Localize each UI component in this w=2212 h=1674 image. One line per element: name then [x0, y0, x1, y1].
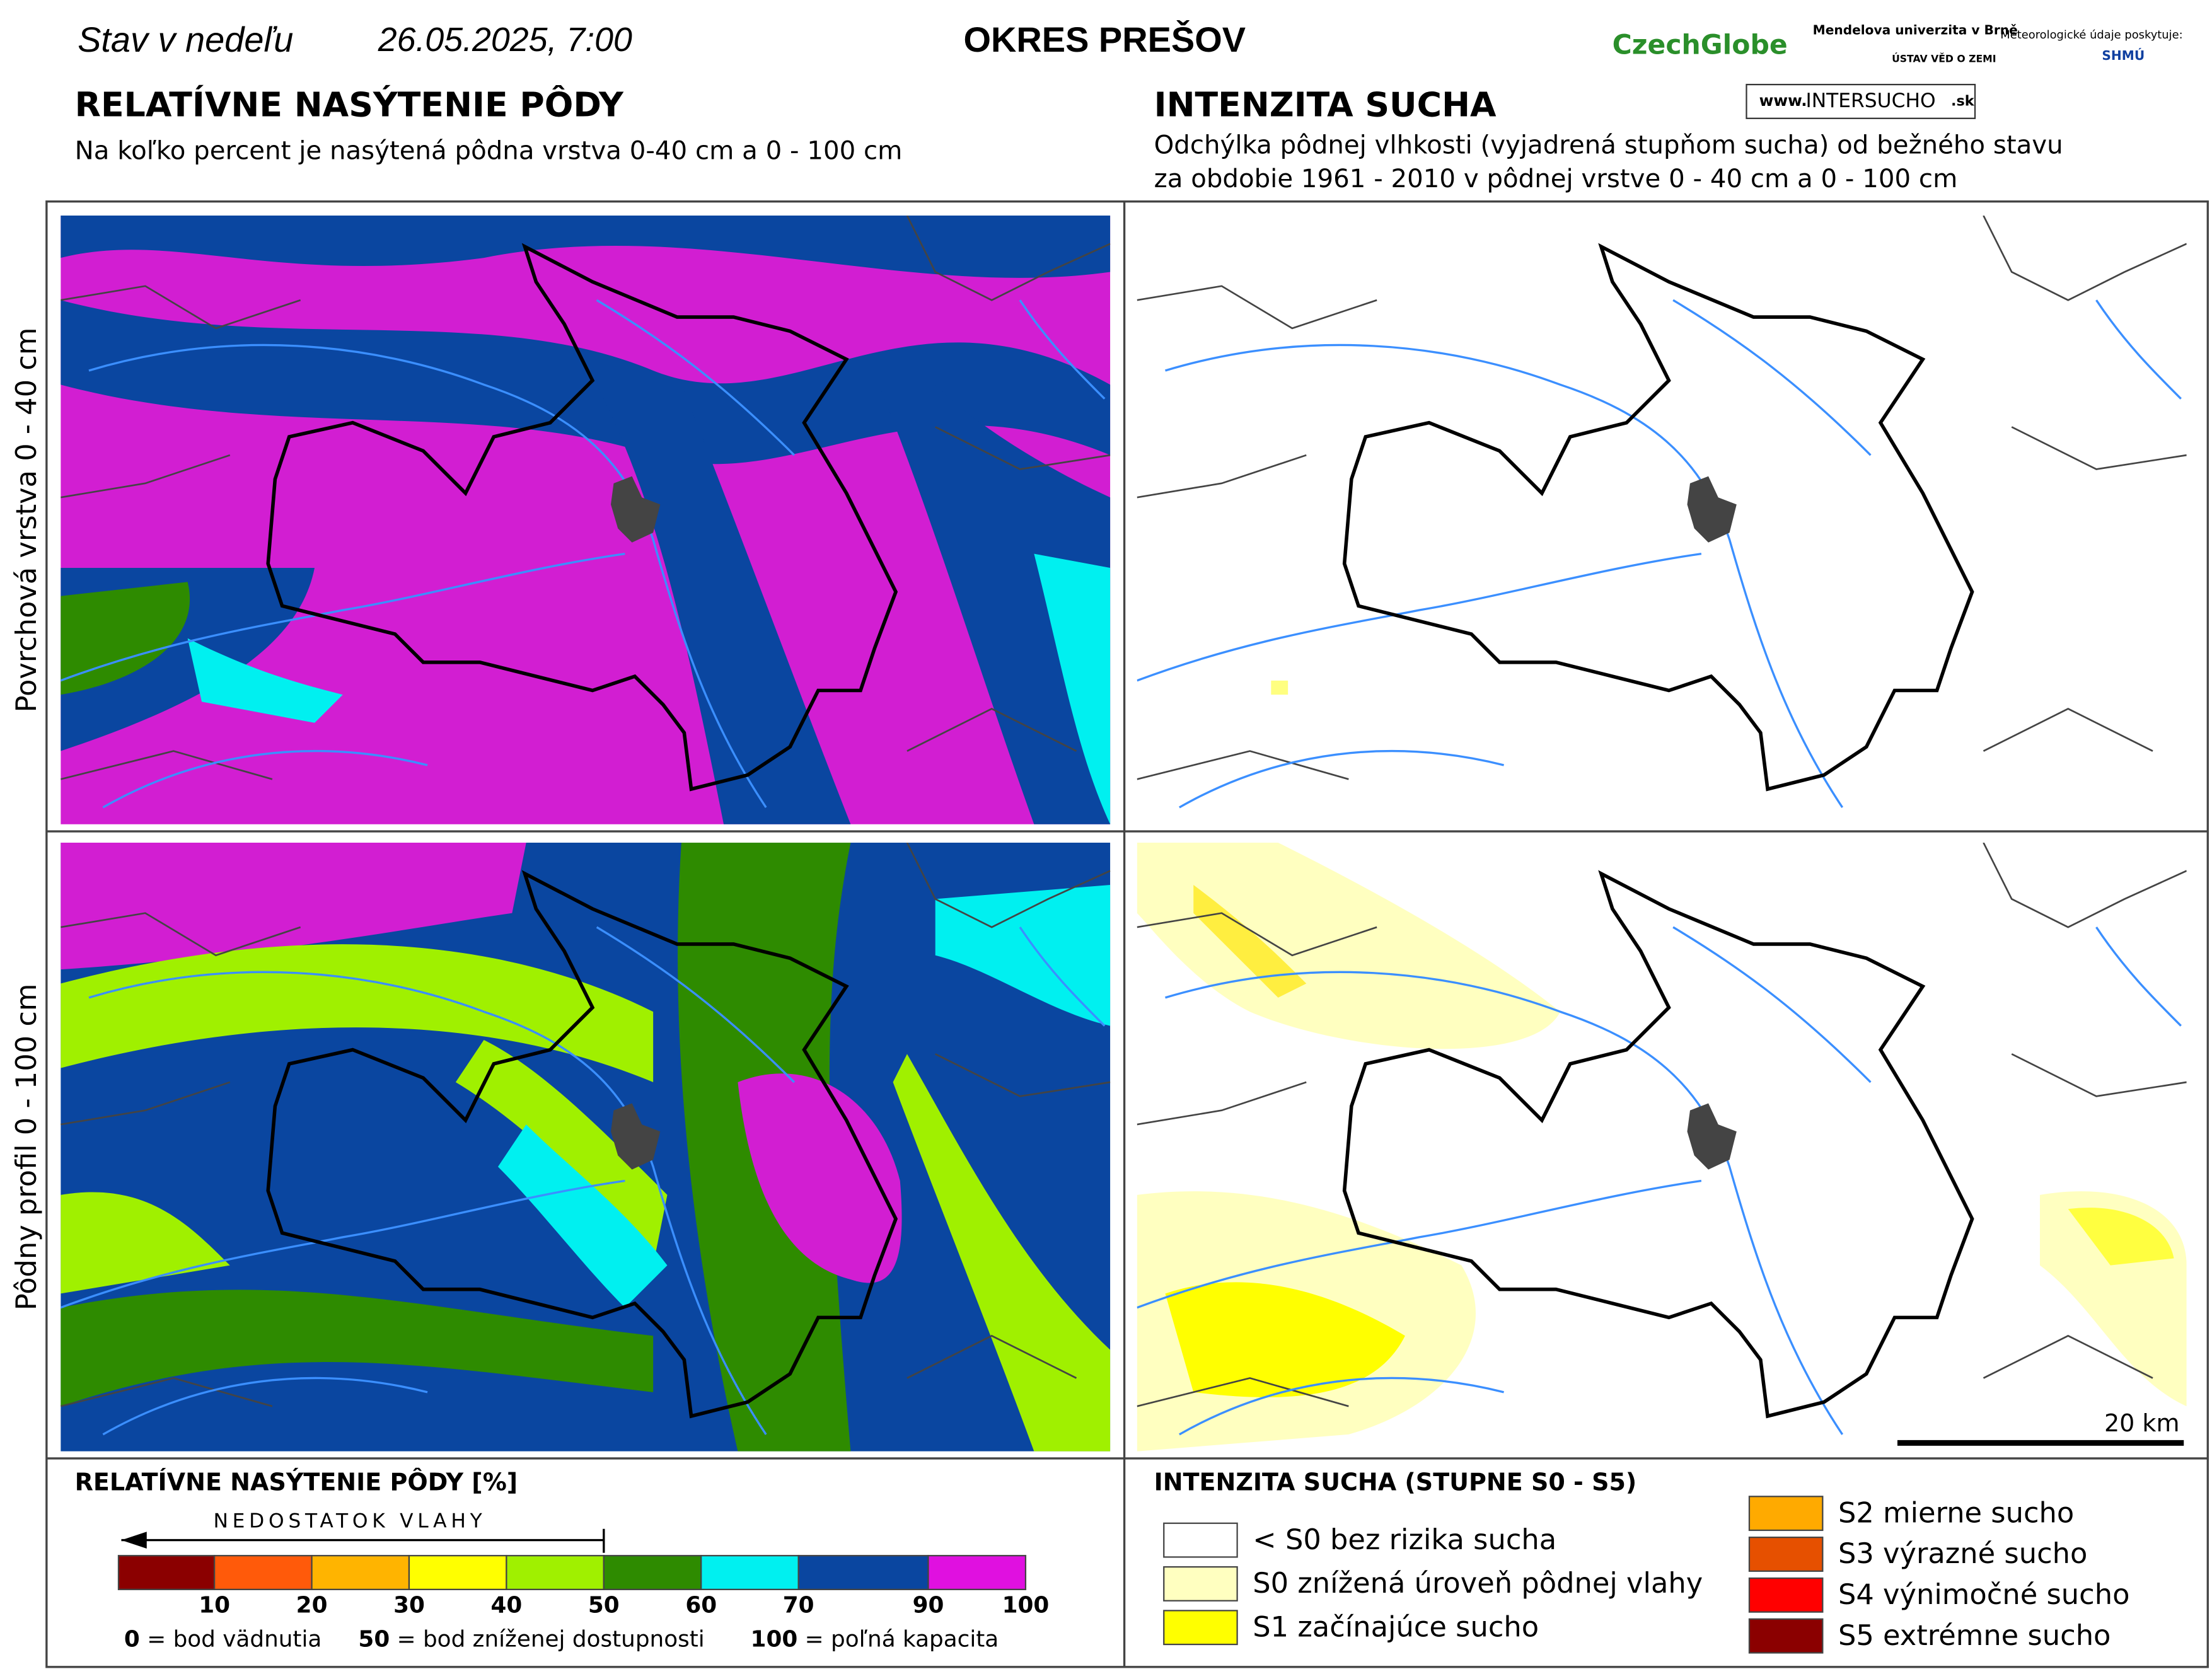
right-subtitle: Odchýlka pôdnej vlhkosti (vyjadrená stup…: [1154, 131, 2063, 160]
legend-swatch: [1163, 1566, 1238, 1602]
legend-title: RELATÍVNE NASÝTENIE PÔDY [%]: [75, 1469, 518, 1496]
legend-swatch: [1748, 1618, 1824, 1654]
legend-title: INTENZITA SUCHA (STUPNE S0 - S5): [1154, 1469, 1637, 1496]
tick-label: 40: [490, 1593, 522, 1619]
website: www.: [1759, 91, 1807, 110]
website-box: [1746, 84, 1976, 119]
legend-swatch: [1163, 1610, 1238, 1646]
legend-label: S0 znížená úroveň pôdnej vlahy: [1253, 1566, 1703, 1600]
right-title: INTENZITA SUCHA: [1154, 85, 1497, 125]
date: 26.05.2025, 7:00: [378, 21, 632, 59]
tick-label: 70: [783, 1593, 814, 1619]
drought-legend: < S0 bez rizika sucha S0 znížená úroveň p…: [1163, 1496, 2129, 1654]
left-title: RELATÍVNE NASÝTENIE PÔDY: [75, 85, 624, 125]
legend-note: 100 = poľná kapacita: [751, 1626, 999, 1652]
map-area: [497, 1124, 668, 1308]
right-subtitle: za obdobie 1961 - 2010 v pôdnej vrstve 0…: [1154, 165, 1958, 193]
map-drought-surface: [1137, 216, 2187, 824]
legend-swatch: [1748, 1496, 1824, 1532]
map-area: [596, 384, 851, 824]
map-area: [879, 384, 1111, 824]
logo: Meteorologické údaje poskytuje:: [2000, 28, 2182, 42]
map-area: [1034, 553, 1111, 824]
left-subtitle: Na koľko percent je nasýtená pôdna vrstv…: [75, 136, 903, 165]
map-area: [61, 1290, 654, 1407]
color-box: [408, 1555, 507, 1590]
row-label: Povrchová vrstva 0 - 40 cm: [9, 328, 43, 713]
map-area: [61, 842, 526, 970]
note-value: 50: [358, 1626, 390, 1652]
map-area: [61, 582, 190, 695]
legend-label: S5 extrémne sucho: [1838, 1619, 2111, 1652]
map-saturation-profile: [61, 842, 1111, 1452]
legend-label: S3 výrazné sucho: [1838, 1537, 2087, 1570]
tick-label: 50: [588, 1593, 620, 1619]
logo: SHMÚ: [2102, 48, 2145, 63]
legend-swatch: [1748, 1577, 1824, 1613]
color-box: [700, 1555, 799, 1590]
color-box: [927, 1555, 1027, 1590]
color-box: [797, 1555, 929, 1590]
logo: Mendelova univerzita v Brně: [1813, 23, 2018, 38]
saturation-scale: 10 20 30 40 50 60 70 90 100: [117, 1555, 1050, 1619]
map-area: [187, 638, 343, 723]
tick-label: 30: [393, 1593, 425, 1619]
note-label: = bod zníženej dostupnosti: [397, 1626, 705, 1652]
arrow-head: [121, 1532, 147, 1549]
map-area: [1165, 1282, 1405, 1397]
map-drought-profile: [1137, 842, 2187, 1452]
legend-label: S1 začínajúce sucho: [1253, 1610, 1539, 1643]
note-label: = bod vädnutia: [147, 1626, 321, 1652]
color-box: [214, 1555, 313, 1590]
legend-note: 50 = bod zníženej dostupnosti: [358, 1626, 704, 1652]
map-area: [1137, 216, 2187, 824]
map-area: [1137, 842, 1561, 1049]
map-area: [2068, 1208, 2174, 1266]
row-label: Pôdny profil 0 - 100 cm: [9, 984, 43, 1311]
region: OKRES PREŠOV: [963, 20, 1246, 59]
website: .sk: [1951, 93, 1975, 109]
map-area: [61, 944, 654, 1083]
note-value: 100: [751, 1626, 798, 1652]
logo: ÚSTAV VĚD O ZEMI: [1892, 52, 1996, 64]
date-prefix: Stav v nedeľu: [78, 20, 293, 59]
legend-swatch: [1748, 1537, 1824, 1572]
note-value: 0: [124, 1626, 140, 1652]
website: INTERSUCHO: [1805, 89, 1935, 112]
tick-label: 90: [913, 1593, 944, 1619]
map-area: [893, 1054, 1111, 1452]
frame: [45, 200, 2209, 1668]
saturation-notes: 0 = bod vädnutia 50 = bod zníženej dostup…: [124, 1626, 999, 1652]
tick-label: 10: [199, 1593, 230, 1619]
legend-swatch: [1163, 1522, 1238, 1558]
scale-label: 20 km: [2104, 1409, 2180, 1437]
map-area: [738, 1073, 902, 1283]
logo: CzechGlobe: [1613, 30, 1788, 61]
color-box: [311, 1555, 410, 1590]
color-box: [603, 1555, 702, 1590]
map-saturation-surface: [61, 216, 1111, 824]
tick-label: 100: [1002, 1593, 1050, 1619]
map-area: [61, 300, 1111, 465]
arrow-label: NEDOSTATOK VLAHY: [214, 1510, 487, 1533]
legend-note: 0 = bod vädnutia: [124, 1626, 321, 1652]
legend-label: < S0 bez rizika sucha: [1253, 1523, 1556, 1556]
map-area: [1271, 680, 1288, 695]
color-box: [117, 1555, 216, 1590]
color-box: [506, 1555, 605, 1590]
note-label: = poľná kapacita: [805, 1626, 999, 1652]
legend-label: S2 mierne sucho: [1838, 1496, 2074, 1529]
tick-label: 60: [685, 1593, 717, 1619]
tick-label: 20: [296, 1593, 328, 1619]
map-area: [61, 216, 1111, 278]
legend-label: S4 výnimočné sucho: [1838, 1578, 2129, 1611]
